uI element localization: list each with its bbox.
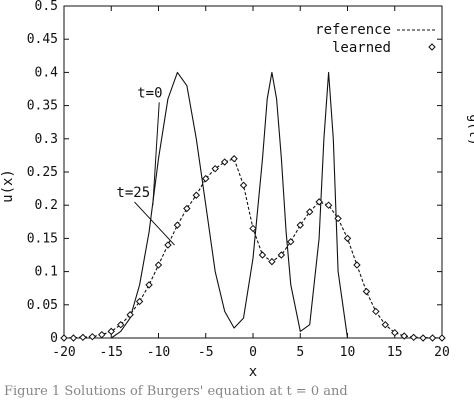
y-tick-label: 0.25 xyxy=(27,165,58,180)
legend-learned-label: learned xyxy=(332,40,391,56)
y-tick-label: 0 xyxy=(50,331,58,346)
learned-marker xyxy=(79,333,87,342)
x-tick-labels: -20 -15 -10 -5 0 5 10 15 20 xyxy=(52,345,450,360)
x-tick-label: -15 xyxy=(100,345,123,360)
learned-marker xyxy=(173,221,182,229)
x-tick-label: -20 xyxy=(52,345,75,360)
y-tick-label: 0.45 xyxy=(27,32,58,47)
learned-marker xyxy=(107,327,115,336)
learned-marker xyxy=(164,241,172,249)
learned-marker xyxy=(419,334,427,342)
y-tick-label: 0.2 xyxy=(35,198,58,213)
learned-marker xyxy=(315,198,323,206)
learned-marker xyxy=(343,234,352,243)
x-axis-label: x xyxy=(249,364,257,380)
learned-marker xyxy=(202,174,210,183)
learned-marker xyxy=(230,155,238,163)
learned-marker xyxy=(334,214,342,223)
annotations: t=0 t=25 xyxy=(116,85,175,246)
x-tick-label: 0 xyxy=(249,345,257,360)
learned-marker xyxy=(391,328,399,337)
x-tick-label: 5 xyxy=(296,345,304,360)
learned-marker xyxy=(98,330,106,339)
learned-marker xyxy=(353,261,361,269)
x-tick-label: 10 xyxy=(340,345,356,360)
learned-marker xyxy=(60,334,68,342)
x-tick-label: 15 xyxy=(387,345,403,360)
learned-marker xyxy=(277,251,286,259)
learned-marker xyxy=(116,321,125,329)
y-tick-label: 0.15 xyxy=(27,231,58,246)
learned-marker xyxy=(211,164,219,173)
learned-marker xyxy=(183,204,191,213)
annotation-t25-pointer xyxy=(134,201,175,246)
marker-layer xyxy=(60,155,446,342)
learned-marker xyxy=(409,333,418,342)
legend-learned-marker xyxy=(428,43,436,51)
annotation-t0-pointer xyxy=(152,102,160,206)
learned-marker xyxy=(381,321,390,329)
legend: reference learned xyxy=(315,22,437,56)
learned-marker xyxy=(145,281,153,289)
learned-marker xyxy=(438,334,446,342)
learned-marker xyxy=(268,257,276,266)
learned-marker xyxy=(192,191,201,199)
learned-marker xyxy=(428,334,437,342)
y-tick-label: 0.4 xyxy=(35,65,59,80)
y-tick-label: 0.05 xyxy=(27,298,58,313)
learned-marker xyxy=(220,158,229,166)
figure-caption: Figure 1 Solutions of Burgers' equation … xyxy=(4,384,348,399)
learned-marker xyxy=(372,307,380,316)
learned-marker xyxy=(258,251,267,259)
y-tick-label: 0.35 xyxy=(27,99,58,114)
learned-marker xyxy=(324,201,333,209)
learned-marker xyxy=(88,332,97,341)
plot-area xyxy=(60,5,446,342)
learned-marker xyxy=(287,238,295,246)
y-tick-label: 0.5 xyxy=(35,0,58,14)
learned-marker xyxy=(249,224,257,233)
right-axis-label: g(t) xyxy=(466,114,474,145)
learned-marker xyxy=(154,261,163,269)
y-axis-label: u(x) xyxy=(0,169,16,203)
learned-marker xyxy=(239,181,248,189)
series-layer xyxy=(63,71,443,339)
learned-marker xyxy=(362,287,371,296)
reference-t0-line xyxy=(64,71,442,339)
annotation-t0: t=0 xyxy=(137,85,162,101)
x-tick-label: 20 xyxy=(434,345,450,360)
y-tick-label: 0.1 xyxy=(35,265,58,280)
learned-marker xyxy=(135,297,144,306)
x-tick-label: -10 xyxy=(147,345,170,360)
learned-marker xyxy=(296,221,304,229)
x-tick-label: -5 xyxy=(198,345,214,360)
learned-marker xyxy=(126,311,134,319)
learned-marker xyxy=(400,332,408,340)
annotation-t25: t=25 xyxy=(116,185,150,201)
learned-marker xyxy=(69,334,78,342)
y-tick-labels: 0 0.05 0.1 0.15 0.2 0.25 0.3 0.35 0.4 0.45 0.5 xyxy=(27,0,58,346)
legend-reference-label: reference xyxy=(315,22,391,38)
y-tick-label: 0.3 xyxy=(35,132,58,147)
learned-marker xyxy=(305,208,314,216)
